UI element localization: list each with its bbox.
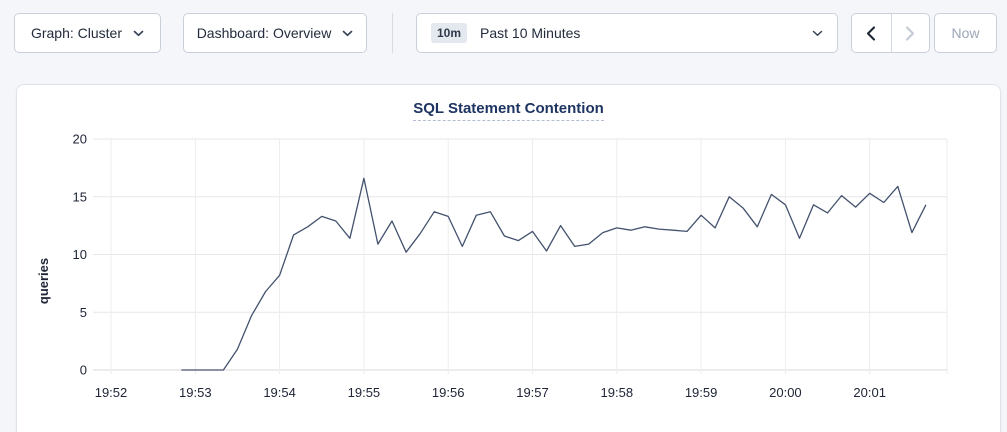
chart-title[interactable]: SQL Statement Contention (413, 100, 604, 121)
toolbar-divider (392, 13, 393, 53)
x-tick-label: 19:59 (685, 385, 718, 400)
x-tick-label: 19:52 (95, 385, 128, 400)
x-tick-label: 20:01 (853, 385, 886, 400)
time-step-control (851, 13, 930, 53)
dashboard-dropdown-label: Dashboard: Overview (196, 25, 332, 41)
now-button-label: Now (951, 25, 980, 41)
time-range-label: Past 10 Minutes (480, 25, 581, 41)
graph-dropdown[interactable]: Graph: Cluster (14, 13, 161, 53)
chevron-left-icon (866, 25, 876, 41)
chart-title-row: SQL Statement Contention (17, 100, 1000, 121)
contention-chart: 0 5 10 15 20 19:52 19:53 19:54 19:55 19:56 19:57 19… (36, 132, 948, 400)
chevron-down-icon (812, 30, 823, 37)
x-tick-label: 19:57 (516, 385, 549, 400)
x-tick-label: 19:58 (601, 385, 634, 400)
x-tick-label: 19:53 (179, 385, 212, 400)
x-tick-label: 19:55 (348, 385, 381, 400)
chart-card: SQL Statement Contention 0 5 10 15 20 19:52 19… (16, 84, 1001, 432)
x-tick-label: 20:00 (769, 385, 802, 400)
now-button[interactable]: Now (934, 13, 997, 53)
y-tick-label: 5 (80, 305, 87, 320)
graph-dropdown-label: Graph: Cluster (30, 25, 123, 41)
prev-time-button[interactable] (852, 14, 891, 52)
y-axis-unit-label: queries (36, 258, 51, 304)
dashboard-dropdown[interactable]: Dashboard: Overview (183, 13, 367, 53)
chevron-right-icon (905, 25, 915, 41)
x-tick-label: 19:54 (263, 385, 296, 400)
y-tick-label: 15 (73, 189, 87, 204)
queries-line-series (181, 177, 927, 371)
x-tick-label: 19:56 (432, 385, 465, 400)
time-range-badge: 10m (431, 23, 468, 43)
y-tick-label: 10 (73, 247, 87, 262)
y-tick-label: 20 (73, 132, 87, 147)
chevron-down-icon (133, 30, 144, 37)
time-range-picker[interactable]: 10m Past 10 Minutes (416, 13, 838, 53)
next-time-button[interactable] (890, 14, 930, 52)
y-tick-label: 0 (80, 363, 87, 378)
chevron-down-icon (342, 30, 353, 37)
